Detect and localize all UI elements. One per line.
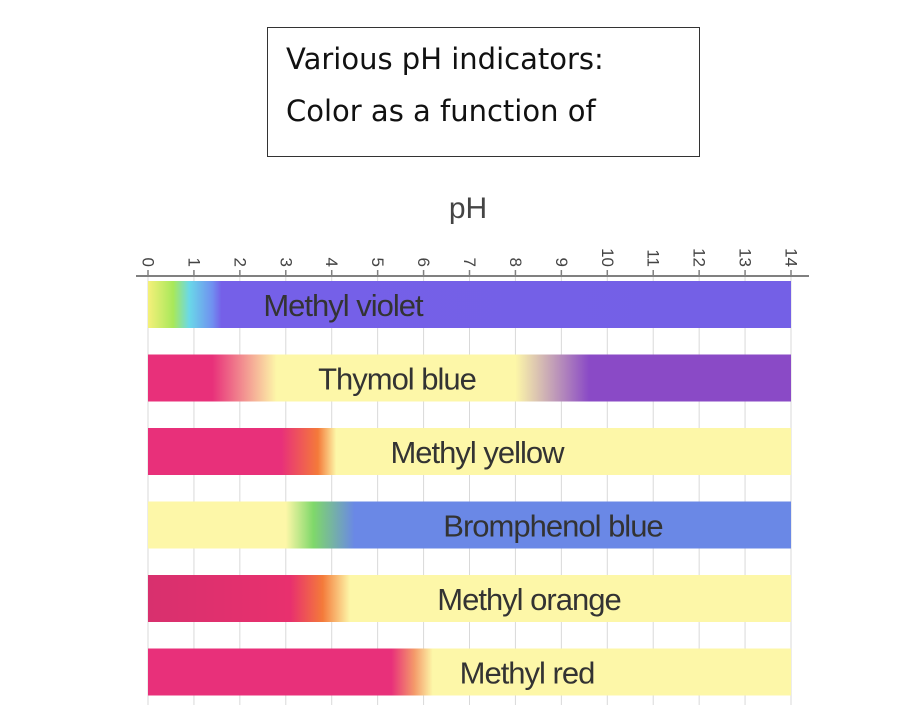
x-tick-label: 9	[552, 258, 571, 267]
x-tick-label: 5	[368, 258, 387, 267]
x-tick-label: 4	[322, 258, 341, 267]
x-tick-label: 0	[139, 258, 158, 267]
indicator-label: Methyl orange	[437, 582, 620, 617]
x-tick-label: 13	[736, 248, 755, 267]
grid-lines	[147, 276, 792, 705]
x-tick-label: 14	[782, 248, 801, 267]
indicator-label: Thymol blue	[318, 362, 476, 397]
x-tick-label: 1	[184, 258, 203, 267]
indicator-bar	[148, 501, 791, 549]
title-line-1: Various pH indicators:	[286, 42, 604, 76]
x-tick-label: 6	[414, 258, 433, 267]
x-tick-label: 8	[506, 258, 525, 267]
indicator-bar	[148, 281, 791, 328]
x-tick-label: 11	[644, 249, 663, 267]
indicator-label: Methyl red	[460, 656, 595, 691]
x-tick-label: 12	[690, 248, 709, 267]
chart-title-box: Various pH indicators: Color as a functi…	[267, 27, 700, 157]
x-tick-label: 2	[230, 258, 249, 267]
indicator-bar	[148, 428, 791, 475]
x-tick-label: 10	[598, 248, 617, 267]
x-tick-label: 3	[276, 258, 295, 267]
x-tick-label: 7	[460, 258, 479, 267]
indicator-bar	[148, 648, 791, 696]
indicator-label: Methyl violet	[263, 288, 424, 323]
title-line-2: Color as a function of	[286, 94, 596, 128]
indicator-label: Bromphenol blue	[443, 509, 662, 544]
x-axis-title: pH	[449, 192, 487, 225]
indicator-bar	[148, 354, 791, 402]
indicator-bar	[148, 575, 791, 622]
indicator-label: Methyl yellow	[390, 435, 565, 470]
